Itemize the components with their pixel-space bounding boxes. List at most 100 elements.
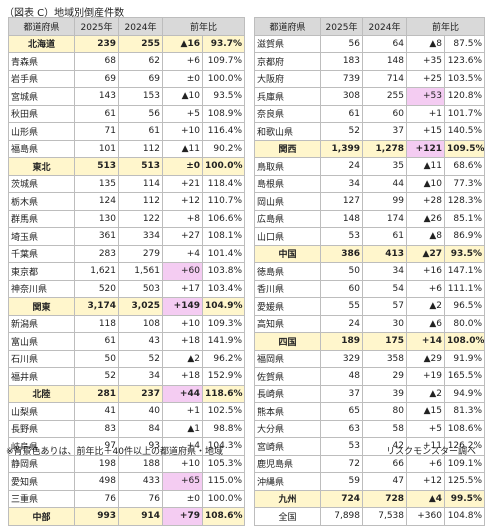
table-row: 茨城県 135 114 +21 118.4% <box>8 174 246 193</box>
count-2024-cell: 39 <box>362 384 407 403</box>
header-prefecture: 都道府県 <box>254 17 321 36</box>
yoy-diff-cell: ▲2 <box>162 349 203 368</box>
prefecture-cell: 山梨県 <box>8 402 75 421</box>
header-yoy: 前年比 <box>405 17 486 36</box>
table-row: 岩手県 69 69 ±0 100.0% <box>8 69 246 88</box>
prefecture-cell: 北陸 <box>8 384 75 403</box>
yoy-pct-cell: 110.7% <box>201 192 246 211</box>
table-row: 香川県 60 54 +6 111.1% <box>254 279 486 298</box>
yoy-diff-cell: ▲10 <box>162 87 203 106</box>
yoy-diff-cell: ▲10 <box>406 174 445 193</box>
prefecture-cell: 兵庫県 <box>254 87 321 106</box>
count-2024-cell: 76 <box>118 489 163 508</box>
prefecture-cell: 中部 <box>8 507 75 526</box>
yoy-diff-cell: +1 <box>406 104 445 123</box>
count-2025-cell: 101 <box>74 139 119 158</box>
source-credit: リスクモンスター調べ <box>386 447 476 457</box>
prefecture-cell: 茨城県 <box>8 174 75 193</box>
yoy-pct-cell: 141.9% <box>201 332 246 351</box>
yoy-diff-cell: ▲27 <box>406 244 445 263</box>
table-row: 福岡県 329 358 ▲29 91.9% <box>254 349 486 368</box>
prefecture-cell: 関東 <box>8 297 75 316</box>
count-2024-cell: 714 <box>362 69 407 88</box>
prefecture-cell: 中国 <box>254 244 321 263</box>
yoy-diff-cell: +44 <box>162 384 203 403</box>
yoy-pct-cell: 109.5% <box>443 139 486 158</box>
prefecture-cell: 高知県 <box>254 314 321 333</box>
yoy-diff-cell: +18 <box>162 332 203 351</box>
yoy-pct-cell: 86.9% <box>443 227 486 246</box>
yoy-pct-cell: 96.2% <box>201 349 246 368</box>
count-2025-cell: 37 <box>320 384 363 403</box>
yoy-pct-cell: 104.9% <box>201 297 246 316</box>
count-2024-cell: 34 <box>362 262 407 281</box>
total-row: 全国 7,898 7,538 +360 104.8% <box>254 507 486 526</box>
count-2025-cell: 189 <box>320 332 363 351</box>
count-2025-cell: 135 <box>74 174 119 193</box>
prefecture-cell: 新潟県 <box>8 314 75 333</box>
table-row: 長崎県 37 39 ▲2 94.9% <box>254 384 486 403</box>
yoy-diff-cell: +19 <box>406 367 445 386</box>
yoy-diff-cell: +12 <box>406 472 445 491</box>
count-2025-cell: 48 <box>320 367 363 386</box>
count-2025-cell: 76 <box>74 489 119 508</box>
count-2025-cell: 61 <box>320 104 363 123</box>
yoy-pct-cell: 87.5% <box>443 34 486 53</box>
yoy-diff-cell: ▲11 <box>162 139 203 158</box>
prefecture-cell: 関西 <box>254 139 321 158</box>
yoy-diff-cell: +5 <box>162 104 203 123</box>
prefecture-cell: 秋田県 <box>8 104 75 123</box>
yoy-pct-cell: 118.4% <box>201 174 246 193</box>
count-2025-cell: 386 <box>320 244 363 263</box>
prefecture-cell: 愛知県 <box>8 472 75 491</box>
yoy-pct-cell: 109.1% <box>443 454 486 473</box>
count-2025-cell: 52 <box>320 122 363 141</box>
yoy-pct-cell: 120.8% <box>443 87 486 106</box>
prefecture-cell: 石川県 <box>8 349 75 368</box>
table-row: 群馬県 130 122 +8 106.6% <box>8 209 246 228</box>
region-row: 関東 3,174 3,025 +149 104.9% <box>8 297 246 316</box>
prefecture-cell: 宮崎県 <box>254 437 321 456</box>
yoy-diff-cell: +6 <box>406 279 445 298</box>
table-row: 秋田県 61 56 +5 108.9% <box>8 104 246 123</box>
count-2024-cell: 47 <box>362 472 407 491</box>
count-2024-cell: 62 <box>118 52 163 71</box>
table-header-row: 都道府県 2025年 2024年 前年比 <box>254 17 486 36</box>
table-row: 沖縄県 59 47 +12 125.5% <box>254 472 486 491</box>
count-2025-cell: 281 <box>74 384 119 403</box>
prefecture-cell: 山口県 <box>254 227 321 246</box>
yoy-diff-cell: +21 <box>162 174 203 193</box>
count-2025-cell: 69 <box>74 69 119 88</box>
yoy-pct-cell: 99.5% <box>443 489 486 508</box>
count-2025-cell: 61 <box>74 332 119 351</box>
yoy-diff-cell: +27 <box>162 227 203 246</box>
table-row: 三重県 76 76 ±0 100.0% <box>8 489 246 508</box>
yoy-diff-cell: +60 <box>162 262 203 281</box>
count-2024-cell: 914 <box>118 507 163 526</box>
count-2025-cell: 53 <box>320 437 363 456</box>
yoy-diff-cell: +79 <box>162 507 203 526</box>
yoy-diff-cell: ▲2 <box>406 297 445 316</box>
prefecture-cell: 富山県 <box>8 332 75 351</box>
yoy-pct-cell: 108.9% <box>201 104 246 123</box>
count-2025-cell: 60 <box>320 279 363 298</box>
yoy-pct-cell: 101.4% <box>201 244 246 263</box>
yoy-pct-cell: 103.5% <box>443 69 486 88</box>
table-row: 東京都 1,621 1,561 +60 103.8% <box>8 262 246 281</box>
yoy-pct-cell: 109.3% <box>201 314 246 333</box>
header-yoy: 前年比 <box>161 17 246 36</box>
yoy-diff-cell: +28 <box>406 192 445 211</box>
yoy-diff-cell: ▲6 <box>406 314 445 333</box>
table-row: 鹿児島県 72 66 +6 109.1% <box>254 454 486 473</box>
yoy-pct-cell: 90.2% <box>201 139 246 158</box>
prefecture-cell: 群馬県 <box>8 209 75 228</box>
table-row: 栃木県 124 112 +12 110.7% <box>8 192 246 211</box>
region-row: 北陸 281 237 +44 118.6% <box>8 384 246 403</box>
prefecture-cell: 滋賀県 <box>254 34 321 53</box>
yoy-diff-cell: +6 <box>162 52 203 71</box>
count-2024-cell: 7,538 <box>362 507 407 526</box>
prefecture-cell: 東北 <box>8 157 75 176</box>
count-2025-cell: 329 <box>320 349 363 368</box>
count-2024-cell: 52 <box>118 349 163 368</box>
bankruptcy-table-right: 都道府県 2025年 2024年 前年比 滋賀県 56 64 ▲8 87.5% 京都府 18… <box>254 17 486 526</box>
